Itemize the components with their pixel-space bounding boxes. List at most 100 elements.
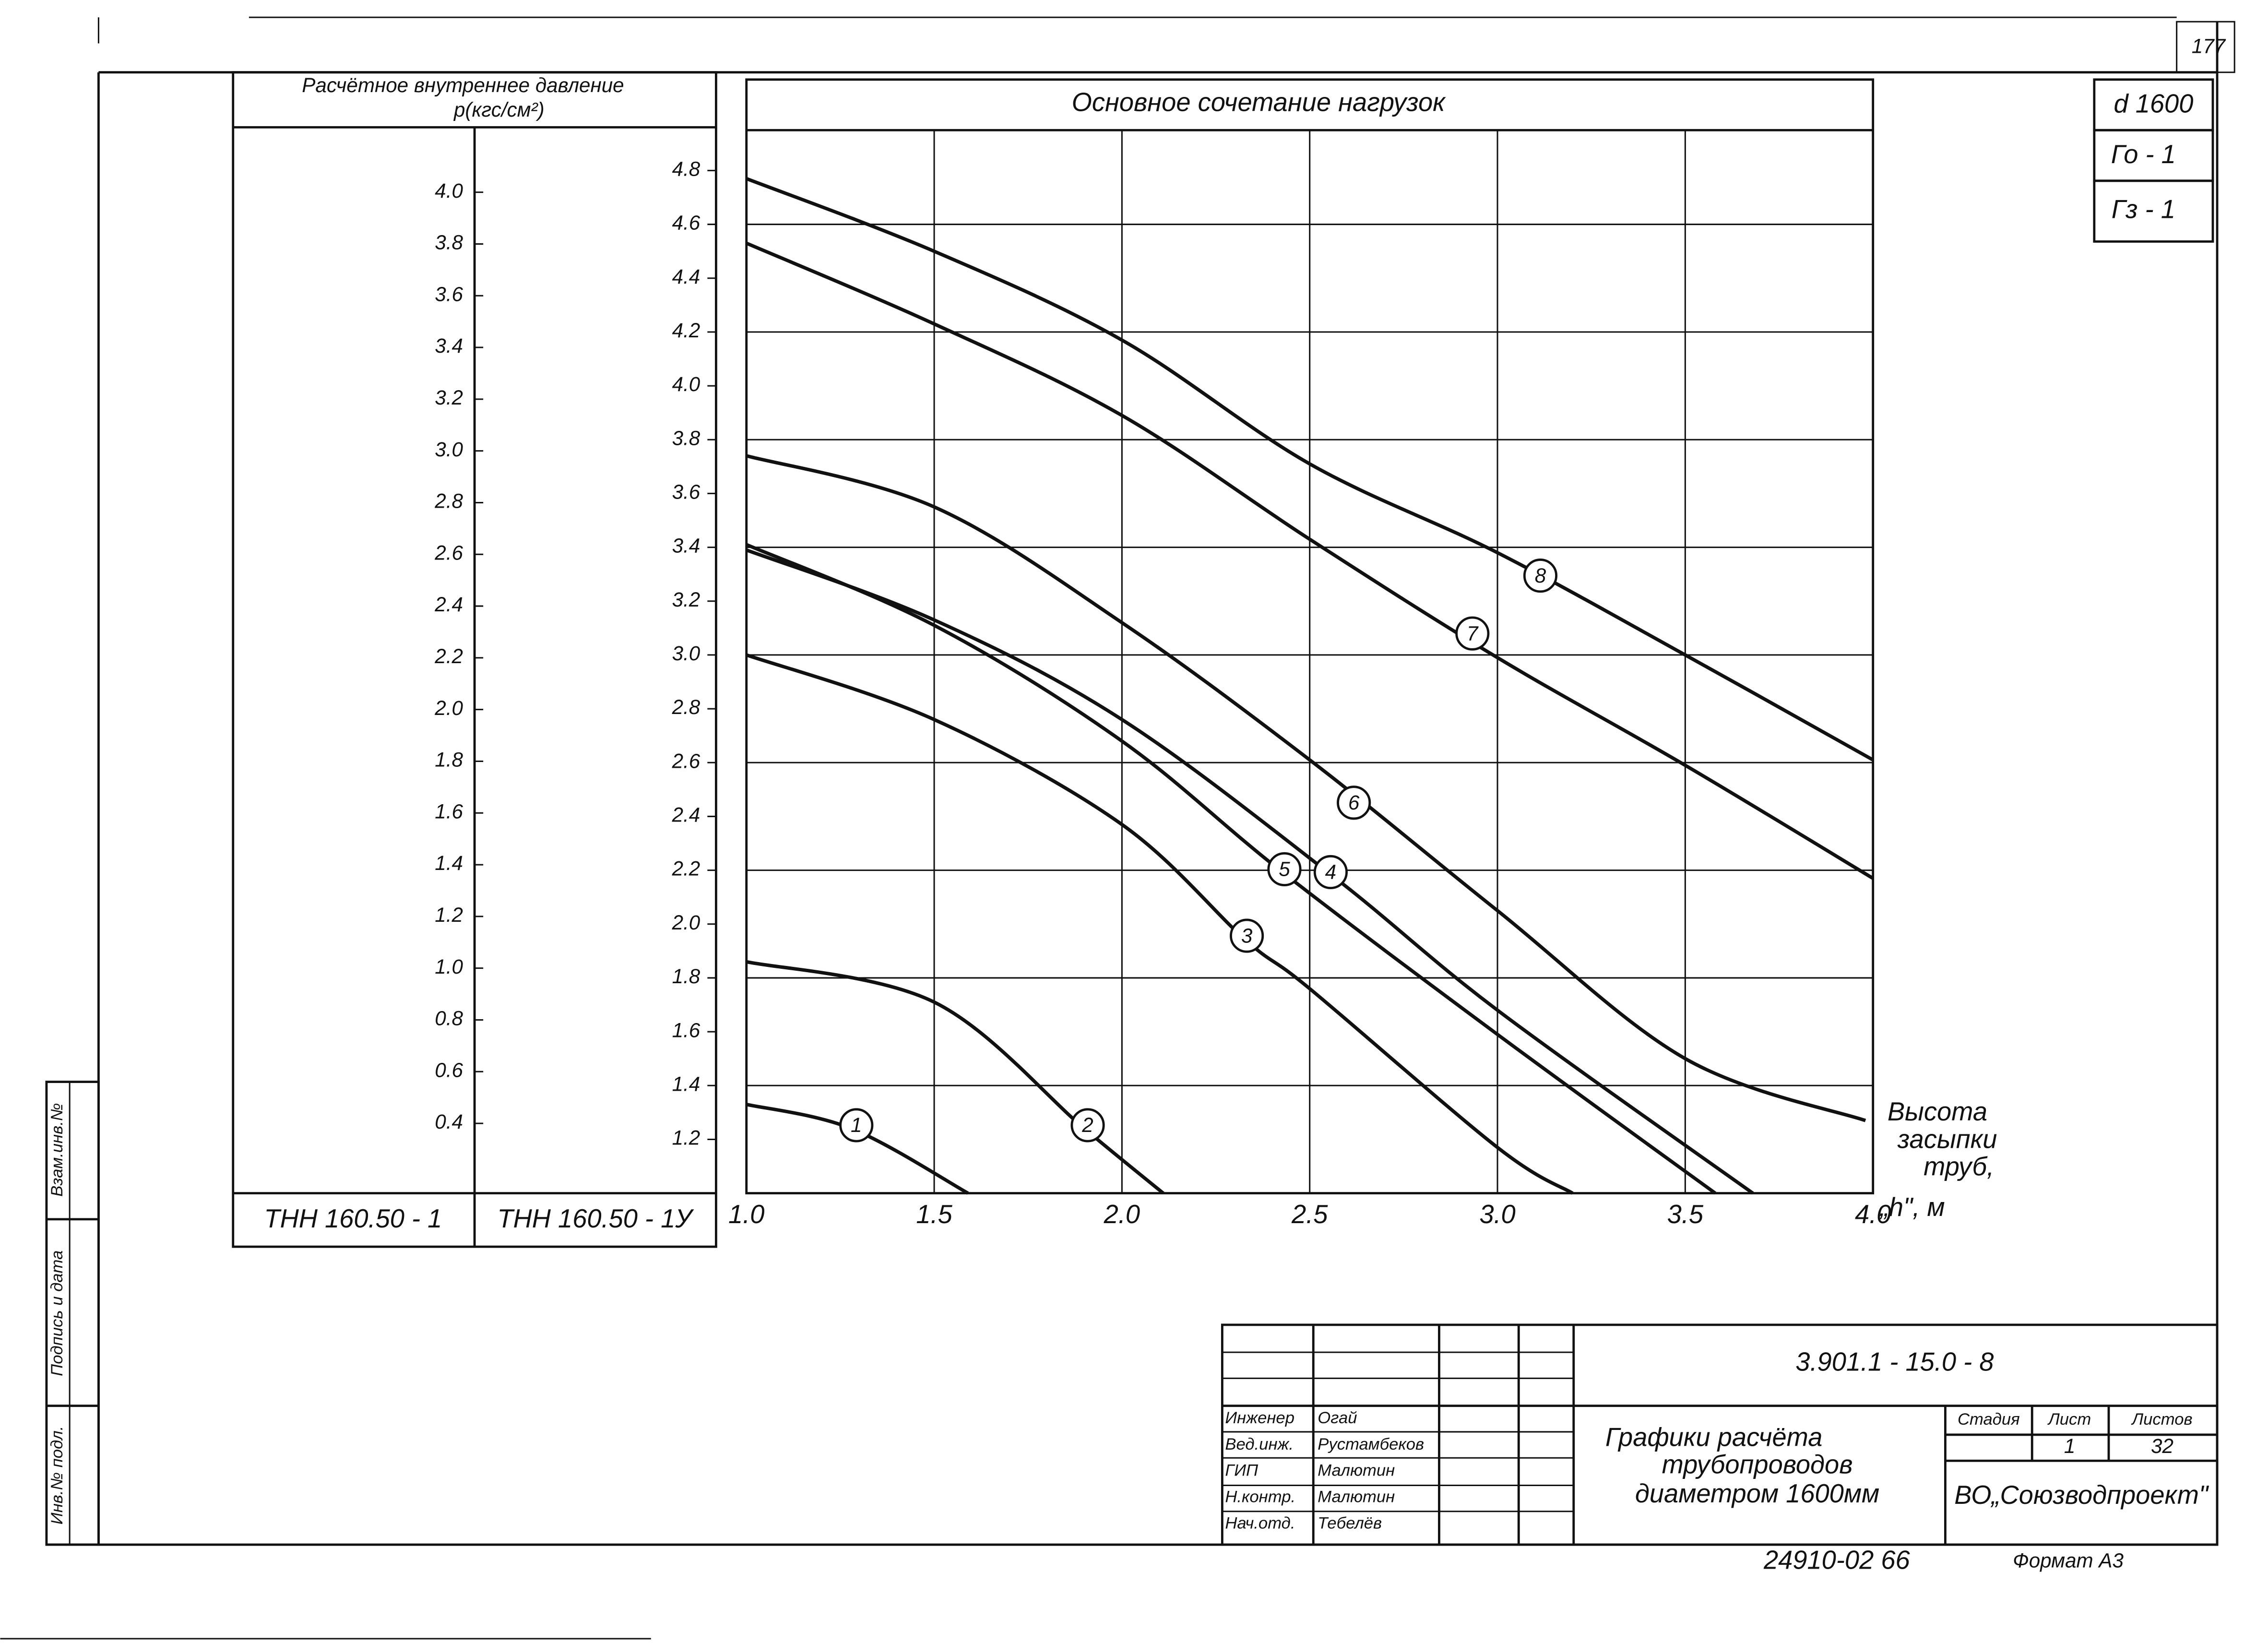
staff-role: ГИП [1225,1462,1259,1480]
y-tick-label: 3.0 [672,642,701,665]
document-code: 3.901.1 - 15.0 - 8 [1795,1348,1994,1377]
y2-tick-label: 1.2 [435,904,463,926]
legend-entry: 2 [1081,1114,1093,1136]
column-header: Лист [2047,1410,2091,1429]
archive-number: 24910-02 66 [1763,1546,1911,1575]
curve [746,548,1754,1195]
staff: Инженер Огай Вед.инж. Рустамбеков ГИП Малютин… [1225,1409,1424,1532]
legend-entry: 3 [1241,924,1253,947]
y2-tick-label: 2.8 [434,490,463,512]
y2-tick-label: 2.2 [434,645,463,667]
y-tick-label: 4.8 [672,158,701,180]
legend-entry: 5 [1279,858,1290,881]
x-axis-label: „h", м [1879,1193,1945,1222]
x-tick-label: 4.0 [1855,1200,1891,1229]
staff-name: Малютин [1318,1488,1395,1506]
y-axis-label: р(кгс/см²) [453,98,545,121]
mark: Гз - 1 [2112,195,2175,224]
x-tick-label: 2.5 [1291,1200,1328,1229]
plot: 1.0 1.5 2.0 2.5 3.0 3.5 4.0 1.2 1.4 1.6 1.8 2.0 2.2 2… [434,130,1891,1229]
y-tick-label: 3.4 [672,535,701,557]
legend-entry: 8 [1535,564,1546,587]
staff-name: Тебелёв [1318,1514,1382,1532]
curve [746,543,1717,1195]
document-title: диаметром 1600мм [1635,1479,1879,1508]
format: Формат А3 [2013,1549,2124,1572]
y2-tick-label: 3.0 [435,438,463,461]
staff-name: Рустамбеков [1318,1435,1424,1453]
curve-label-circle [1523,559,1558,593]
staff-role: Нач.отд. [1225,1514,1295,1532]
curve [746,960,1164,1195]
column-label: ТНН 160.50 - 1У [497,1204,694,1233]
y2-tick-label: 3.2 [435,386,463,409]
organization: ВО„Союзводпроект" [1954,1481,2209,1510]
x-tick-label: 1.0 [728,1200,764,1229]
legend-entry: 1 [851,1114,862,1136]
staff-role: Н.контр. [1225,1488,1295,1506]
document-title: трубопроводов [1662,1451,1853,1479]
y-tick-label: 4.4 [672,265,701,288]
side-stamp-text: Подпись и дата [48,1250,66,1376]
y-tick-label: 3.6 [672,481,701,503]
y-tick-label: 4.2 [672,319,701,342]
y-tick-label: 3.8 [672,427,701,449]
y2-tick-label: 3.8 [435,231,463,254]
x-axis-label: труб, [1924,1153,1994,1181]
curve [746,177,1874,762]
y2-tick-label: 3.4 [435,334,463,357]
y-tick-label: 2.8 [672,696,701,718]
curve-label-circle [1230,918,1264,953]
y2-tick-label: 0.8 [435,1007,463,1030]
curve-label-circle [1070,1108,1105,1143]
y-tick-label: 1.8 [672,965,701,988]
y-tick-label: 2.2 [672,857,701,880]
y-tick-label: 2.4 [672,804,701,826]
staff-name: Малютин [1318,1462,1395,1480]
y2-tick-label: 0.4 [435,1110,463,1133]
y2-tick-label: 1.4 [435,852,463,874]
y2-tick-label: 2.4 [434,593,463,616]
curve-label-circle [1313,855,1348,890]
y2-tick-label: 3.6 [435,283,463,305]
x-tick-label: 3.5 [1667,1200,1704,1229]
y2-tick-label: 4.0 [435,179,463,202]
x-axis-label: Высота [1888,1097,1987,1126]
legend-entry: 6 [1348,791,1360,814]
y2-tick-label: 1.0 [435,955,463,978]
column-header: Стадия [1958,1410,2020,1429]
curve-label-circle [1455,616,1490,651]
curve [746,454,1866,1122]
sheet: 1 [2064,1435,2075,1457]
legend-entry: 4 [1325,861,1336,883]
y2-tick-label: 1.8 [435,749,463,771]
y2-tick-label: 2.0 [434,697,463,719]
side-stamp-text: Взам.инв.№ [48,1103,66,1197]
y-tick-label: 3.2 [672,588,701,611]
curve-label-circle [839,1108,874,1143]
page-number: 177 [2192,35,2226,58]
mark: Го - 1 [2111,140,2176,169]
x-tick-label: 2.0 [1104,1200,1140,1229]
staff-role: Инженер [1225,1409,1294,1427]
y2-tick-label: 0.6 [435,1059,463,1081]
sheets: 32 [2151,1435,2173,1457]
column-header: Листов [2131,1410,2192,1429]
y-tick-label: 2.6 [672,750,701,772]
y-tick-label: 1.6 [672,1019,701,1041]
y2-tick-label: 2.6 [434,541,463,564]
curve [746,241,1874,880]
mark: d 1600 [2114,89,2193,118]
y-tick-label: 4.6 [672,212,701,234]
mark-box [2093,179,2214,243]
page-number-box [2176,21,2235,73]
document-title: Графики расчёта [1605,1423,1823,1452]
side-stamp-text: Инв.№ подл. [48,1426,66,1524]
legend-entry: 7 [1467,622,1479,644]
x-axis-label: засыпки [1897,1125,1997,1154]
y-tick-label: 2.0 [672,911,701,934]
curve-label-circle [1337,786,1371,820]
side-stamp [45,1081,100,1546]
